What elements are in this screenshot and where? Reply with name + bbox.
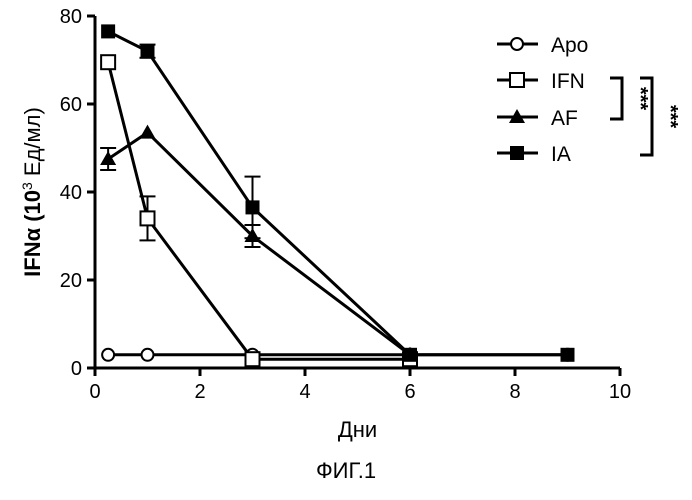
figure-caption: ФИГ.1 [0,458,692,484]
series-af [100,125,418,361]
legend-label-apo: Apo [551,34,588,57]
data-point-ia [101,24,115,38]
x-tick-label: 2 [194,381,205,403]
y-tick-label: 80 [60,6,82,28]
y-tick-label: 60 [60,94,82,116]
ifn-alpha-line-chart: 0 20 40 60 80 0 2 4 6 8 10 IFNα (103 Ед/мл) Дни Ap… [0,0,692,455]
data-point-ifn [141,211,155,225]
data-point-af [140,125,156,139]
data-point-apo [102,349,114,361]
data-point-ia [246,200,260,214]
significance-label: *** [629,87,651,111]
y-axis-title-text: IFNα (103 Ед/мл) [19,107,45,277]
legend-marker-ia [510,146,524,160]
y-tick-label: 0 [71,358,82,380]
data-point-apo [142,349,154,361]
data-point-ia [141,44,155,58]
legend-label-af: AF [551,107,578,130]
legend-label-ifn: IFN [551,70,585,93]
y-axis-title-unit: Ед/мл) [20,107,45,182]
data-point-ifn [246,352,260,366]
series-layer [100,24,574,366]
significance-bracket [610,78,622,119]
y-tick-label: 40 [60,182,82,204]
significance-brackets: *** *** [610,78,681,155]
data-point-ia [403,348,417,362]
data-point-af [100,151,116,165]
x-tick-label: 10 [609,381,631,403]
data-point-ifn [101,55,115,69]
x-tick-label: 0 [89,381,100,403]
y-axis-title-exponent: 3 [19,182,35,190]
data-point-ia [561,348,575,362]
y-axis-title-main: IFNα (10 [20,190,45,277]
x-tick-label: 6 [404,381,415,403]
legend-marker-apo [511,38,523,50]
x-axis-title: Дни [338,417,377,442]
legend-label-ia: IA [551,143,571,166]
x-tick-label: 8 [509,381,520,403]
y-tick-label: 20 [60,270,82,292]
series-ia [101,24,574,361]
legend: Apo IFN AF IA [497,34,588,166]
x-tick-label: 4 [299,381,310,403]
y-axis-title: IFNα (103 Ед/мл) [19,107,45,277]
legend-marker-ifn [510,73,524,87]
significance-label: *** [659,105,681,129]
series-line-af [108,133,410,355]
